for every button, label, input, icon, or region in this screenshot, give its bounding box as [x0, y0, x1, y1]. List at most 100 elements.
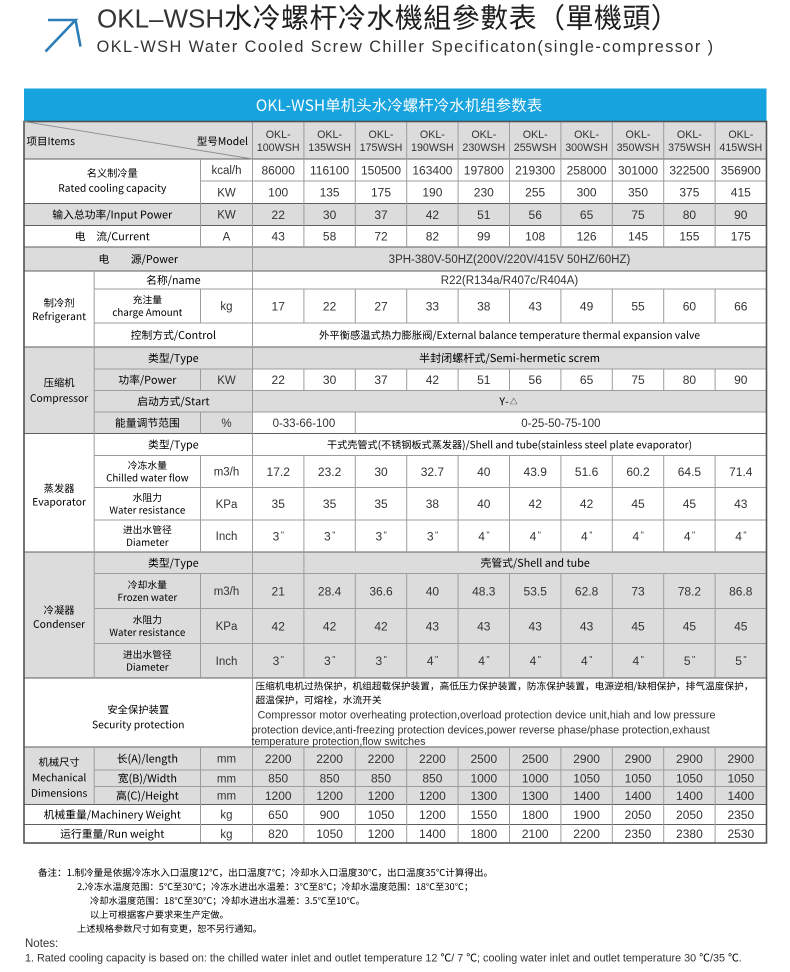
svg-text:OKL-: OKL-: [574, 129, 599, 141]
svg-text:100WSH: 100WSH: [257, 142, 300, 154]
svg-text:1050: 1050: [676, 772, 703, 786]
svg-text:1200: 1200: [419, 808, 446, 822]
svg-text:4: 4: [735, 529, 742, 543]
svg-text:": ": [538, 655, 541, 665]
svg-text:4: 4: [632, 654, 639, 668]
svg-text:42: 42: [426, 373, 440, 387]
svg-text:": ": [281, 530, 284, 540]
svg-text:1800: 1800: [470, 827, 497, 841]
svg-text:%: %: [221, 418, 231, 430]
svg-text:71.4: 71.4: [729, 465, 753, 479]
svg-text:37: 37: [374, 373, 388, 387]
svg-text:30: 30: [323, 373, 337, 387]
svg-text:850: 850: [422, 772, 442, 786]
svg-text:2500: 2500: [522, 752, 549, 766]
svg-text:4: 4: [478, 529, 485, 543]
svg-text:OKL-: OKL-: [369, 129, 394, 141]
svg-text:2200: 2200: [419, 752, 446, 766]
svg-text:": ": [281, 655, 284, 665]
svg-text:": ": [589, 530, 592, 540]
svg-text:17.2: 17.2: [267, 465, 291, 479]
svg-text:3: 3: [273, 654, 280, 668]
svg-text:3: 3: [375, 529, 382, 543]
svg-text:22: 22: [272, 208, 286, 222]
svg-text:R22(R134a/R407c/R404A): R22(R134a/R407c/R404A): [441, 275, 579, 287]
svg-text:1050: 1050: [727, 772, 754, 786]
svg-text:2200: 2200: [316, 752, 343, 766]
svg-text:64.5: 64.5: [678, 465, 702, 479]
svg-text:OKL-: OKL-: [677, 129, 702, 141]
svg-text:86000: 86000: [262, 163, 296, 177]
svg-text:1550: 1550: [470, 808, 497, 822]
svg-text:53.5: 53.5: [524, 584, 548, 598]
svg-text:2200: 2200: [368, 752, 395, 766]
svg-text:3PH-380V-50HZ(200V/220V/415V: 3PH-380V-50HZ(200V/220V/415V 50HZ/60HZ): [389, 254, 631, 266]
svg-text:1200: 1200: [316, 789, 343, 803]
svg-text:Inch: Inch: [216, 531, 238, 543]
svg-text:58: 58: [323, 230, 337, 244]
svg-text:197800: 197800: [464, 163, 504, 177]
svg-text:900: 900: [320, 808, 340, 822]
svg-text:OKL-: OKL-: [626, 129, 651, 141]
svg-text:": ": [384, 655, 387, 665]
svg-text:/35: /35: [710, 953, 725, 965]
svg-text:": ": [743, 530, 746, 540]
svg-text:5: 5: [684, 654, 691, 668]
svg-text:135: 135: [320, 186, 340, 200]
svg-text:350WSH: 350WSH: [617, 142, 660, 154]
svg-text:temperature protection,flow sw: temperature protection,flow switches: [252, 736, 426, 748]
svg-text:2900: 2900: [727, 752, 754, 766]
svg-text:0-25-50-75-100: 0-25-50-75-100: [521, 418, 600, 430]
svg-text:415WSH: 415WSH: [719, 142, 762, 154]
svg-text:1050: 1050: [573, 772, 600, 786]
svg-text:32.7: 32.7: [421, 465, 445, 479]
svg-text:": ": [332, 530, 335, 540]
svg-text:45: 45: [631, 619, 645, 633]
svg-text:/ 7: / 7: [451, 953, 463, 965]
svg-text:2350: 2350: [625, 827, 652, 841]
svg-text:": ": [332, 655, 335, 665]
svg-text:65: 65: [580, 208, 594, 222]
svg-text:": ": [641, 655, 644, 665]
svg-text:75: 75: [631, 208, 645, 222]
svg-text:99: 99: [477, 230, 491, 244]
svg-text:43: 43: [477, 619, 491, 633]
svg-text:2900: 2900: [625, 752, 652, 766]
svg-text:90: 90: [734, 208, 748, 222]
svg-text:1400: 1400: [419, 827, 446, 841]
svg-text:42: 42: [272, 619, 286, 633]
svg-text:230: 230: [474, 186, 494, 200]
svg-text:OKL–WSH: OKL–WSH: [97, 3, 224, 33]
svg-text:OKL-: OKL-: [317, 129, 342, 141]
svg-text:1000: 1000: [522, 772, 549, 786]
svg-text:375WSH: 375WSH: [668, 142, 711, 154]
svg-text:42: 42: [580, 497, 594, 511]
svg-text:1200: 1200: [368, 789, 395, 803]
svg-text:38: 38: [477, 299, 491, 313]
svg-text:1800: 1800: [522, 808, 549, 822]
svg-text:80: 80: [683, 208, 697, 222]
svg-text:300: 300: [577, 186, 597, 200]
svg-text:m3/h: m3/h: [214, 586, 240, 598]
svg-text:OKL-: OKL-: [471, 129, 496, 141]
svg-text:45: 45: [683, 619, 697, 633]
svg-text:126: 126: [577, 230, 597, 244]
svg-text:kcal/h: kcal/h: [211, 165, 241, 177]
svg-text:78.2: 78.2: [678, 584, 702, 598]
svg-text:4: 4: [632, 529, 639, 543]
svg-text:.: .: [739, 953, 742, 965]
svg-text:35: 35: [323, 497, 337, 511]
svg-text:1. Rated cooling capacity is b: 1. Rated cooling capacity is based on: t…: [25, 953, 437, 965]
svg-text:1200: 1200: [368, 827, 395, 841]
svg-text:22: 22: [272, 373, 286, 387]
svg-text:33: 33: [426, 299, 440, 313]
svg-text:": ": [486, 655, 489, 665]
svg-text:kg: kg: [220, 829, 232, 841]
svg-text:43: 43: [734, 497, 748, 511]
svg-text:150500: 150500: [361, 163, 401, 177]
svg-text:230WSH: 230WSH: [462, 142, 505, 154]
svg-text:kg: kg: [220, 301, 232, 313]
svg-text:3: 3: [375, 654, 382, 668]
svg-text:m3/h: m3/h: [214, 467, 240, 479]
svg-text:": ": [743, 655, 746, 665]
